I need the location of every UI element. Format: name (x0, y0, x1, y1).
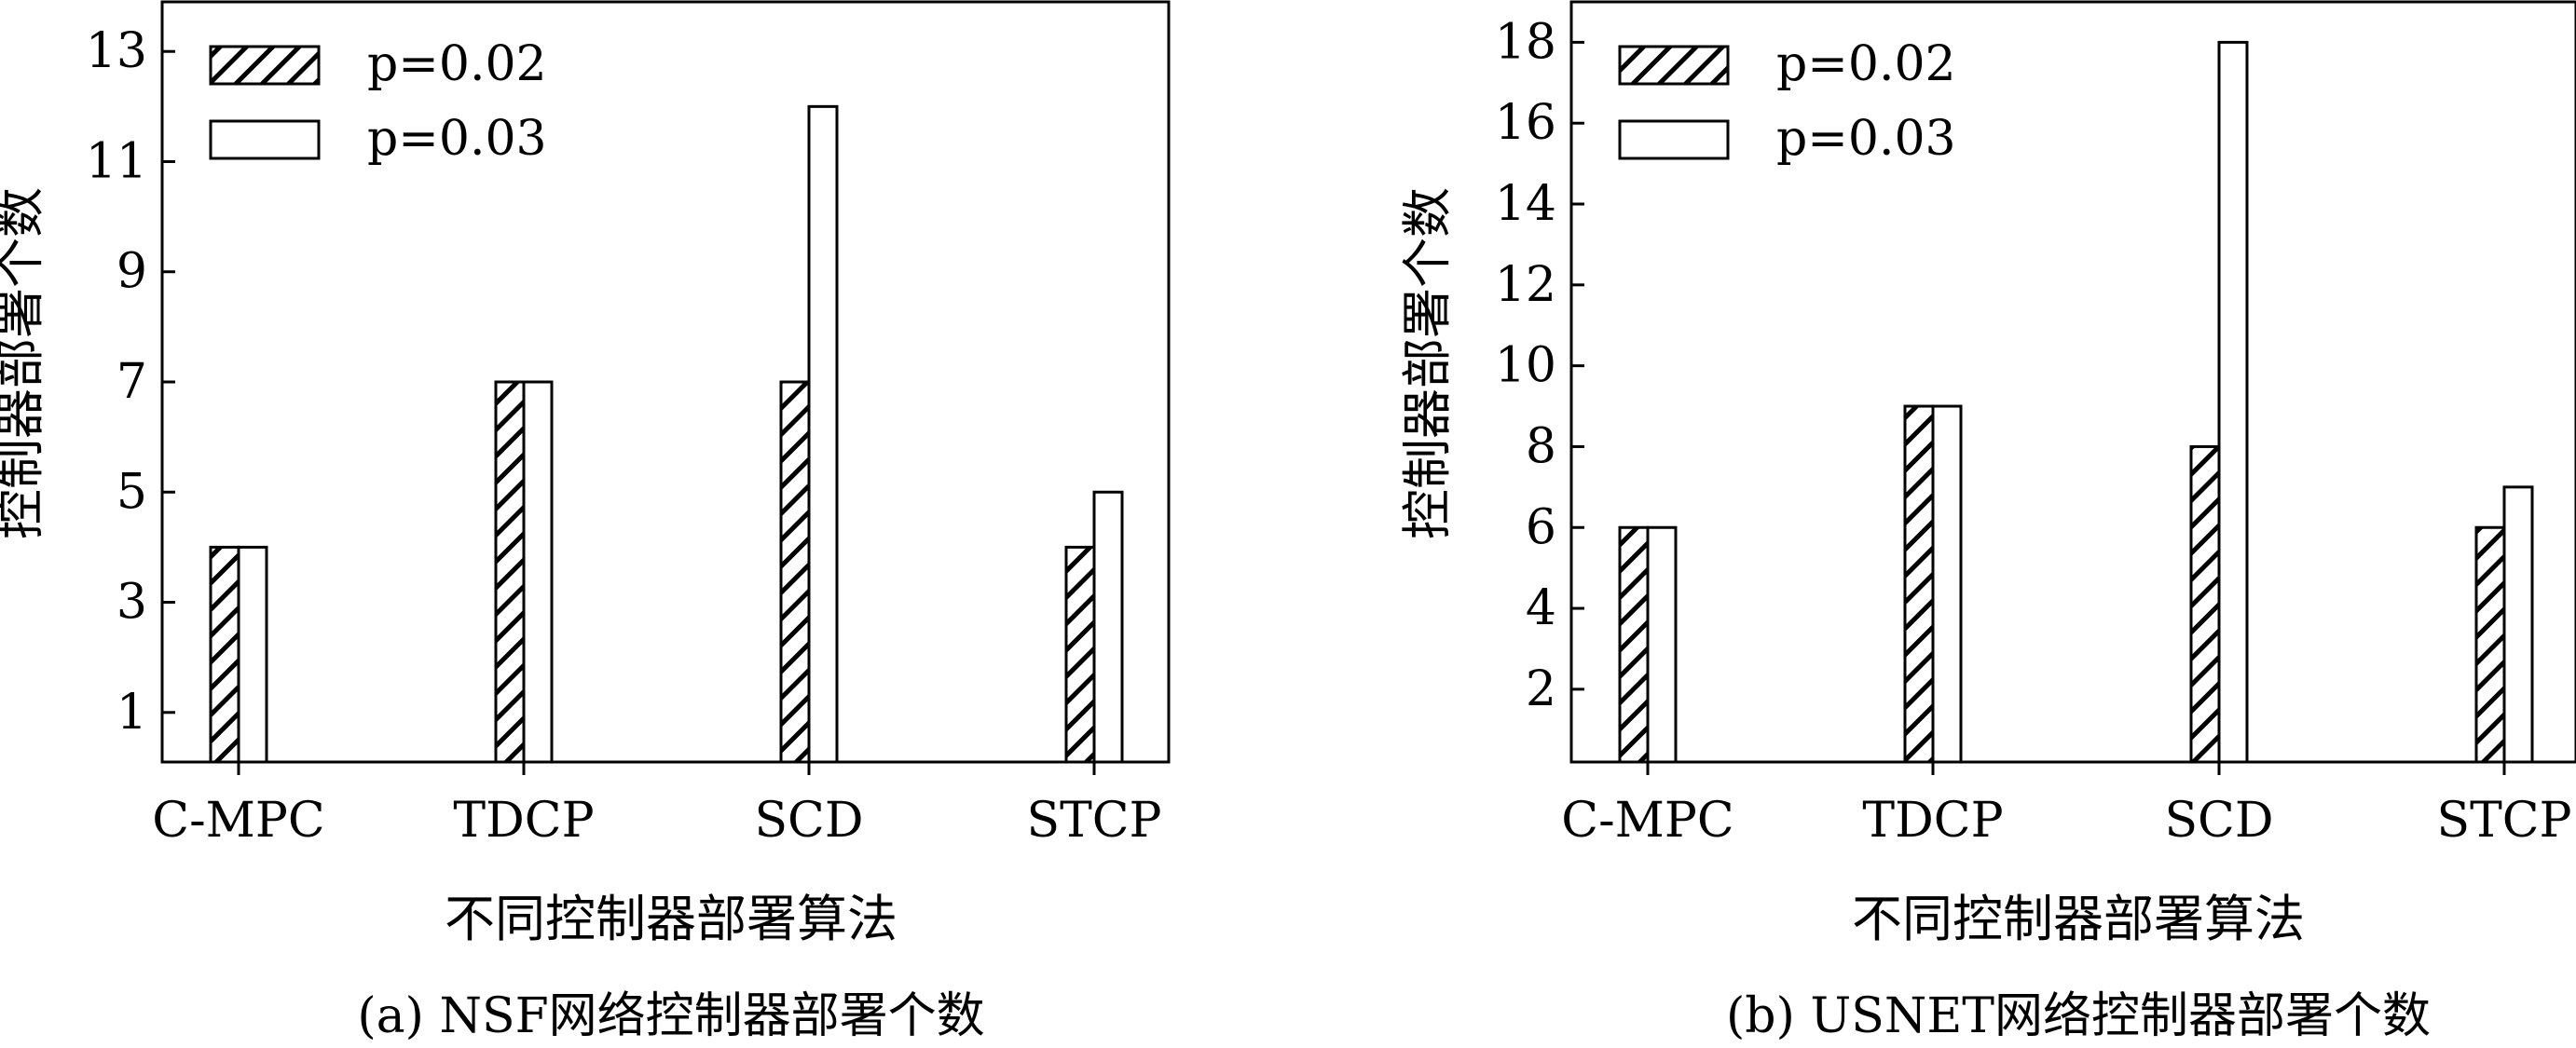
y-tick-label: 5 (116, 464, 147, 520)
bar-p003-stcp (1092, 490, 1124, 764)
bar-p003-c-mpc (237, 545, 268, 764)
y-tick-label: 1 (116, 685, 147, 741)
y-tick-label: 8 (1526, 418, 1556, 474)
x-tick-label: SCD (2164, 793, 2273, 849)
legend-label: p=0.02 (367, 36, 547, 92)
bar-p003-scd (807, 104, 839, 764)
chart-panel-usnet: 2 4 6 8 10 12 14 16 18 C-MPC TDCP SCD STCP p=0.02 p=0.… (1398, 0, 2576, 1044)
x-tick-label: TDCP (453, 793, 594, 849)
chart-caption: (a) NSF网络控制器部署个数 (357, 988, 984, 1043)
x-tick-label: SCD (754, 793, 863, 849)
bar-p002-scd (2189, 444, 2221, 764)
legend-label: p=0.03 (1776, 111, 1956, 167)
y-tick-label: 18 (1495, 14, 1556, 70)
y-tick-label: 6 (1526, 499, 1556, 555)
bar-p003-tdcp (1931, 404, 1963, 764)
plot-frame (1569, 0, 2576, 764)
x-tick-label: C-MPC (152, 793, 324, 849)
y-tick-label: 3 (116, 575, 147, 631)
y-tick-label: 16 (1495, 95, 1556, 151)
y-tick-label: 10 (1495, 338, 1556, 394)
y-tick-label: 13 (86, 23, 147, 79)
bar-p003-scd (2217, 40, 2249, 764)
plot-frame (160, 0, 1171, 764)
x-tick-label: STCP (2436, 793, 2571, 849)
y-tick-label: 11 (86, 133, 147, 189)
bar-p003-tdcp (522, 380, 554, 764)
bar-p002-tdcp (494, 380, 526, 764)
chart-caption: (b) USNET网络控制器部署个数 (1726, 988, 2431, 1043)
y-tick-label: 2 (1526, 661, 1556, 717)
x-axis-label: 不同控制器部署算法 (445, 890, 897, 948)
y-tick-label: 4 (1526, 580, 1556, 636)
bar-p002-tdcp (1903, 404, 1935, 764)
bar-p002-c-mpc (1618, 525, 1650, 764)
bar-p002-c-mpc (209, 545, 240, 764)
legend-swatch-p003 (1618, 119, 1730, 160)
bar-p003-stcp (2502, 485, 2534, 764)
x-tick-label: STCP (1026, 793, 1161, 849)
y-axis-label: 控制器部署个数 (0, 187, 49, 539)
bar-p002-stcp (1064, 545, 1096, 764)
y-tick-label: 7 (116, 354, 147, 410)
bar-p003-c-mpc (1646, 525, 1678, 764)
legend-label: p=0.02 (1776, 36, 1956, 92)
x-axis-label: 不同控制器部署算法 (1852, 890, 2305, 948)
legend-swatch-p003 (209, 119, 321, 160)
y-tick-label: 14 (1495, 176, 1556, 232)
legend-swatch-p002 (1618, 45, 1730, 86)
x-tick-label: C-MPC (1561, 793, 1733, 849)
y-axis-label: 控制器部署个数 (1398, 187, 1457, 539)
x-tick-label: TDCP (1862, 793, 2003, 849)
bar-p002-scd (779, 380, 811, 764)
y-tick-label: 12 (1495, 257, 1556, 313)
legend-label: p=0.03 (367, 111, 547, 167)
bar-p002-stcp (2474, 525, 2506, 764)
y-tick-label: 9 (116, 244, 147, 300)
legend-swatch-p002 (209, 45, 321, 86)
